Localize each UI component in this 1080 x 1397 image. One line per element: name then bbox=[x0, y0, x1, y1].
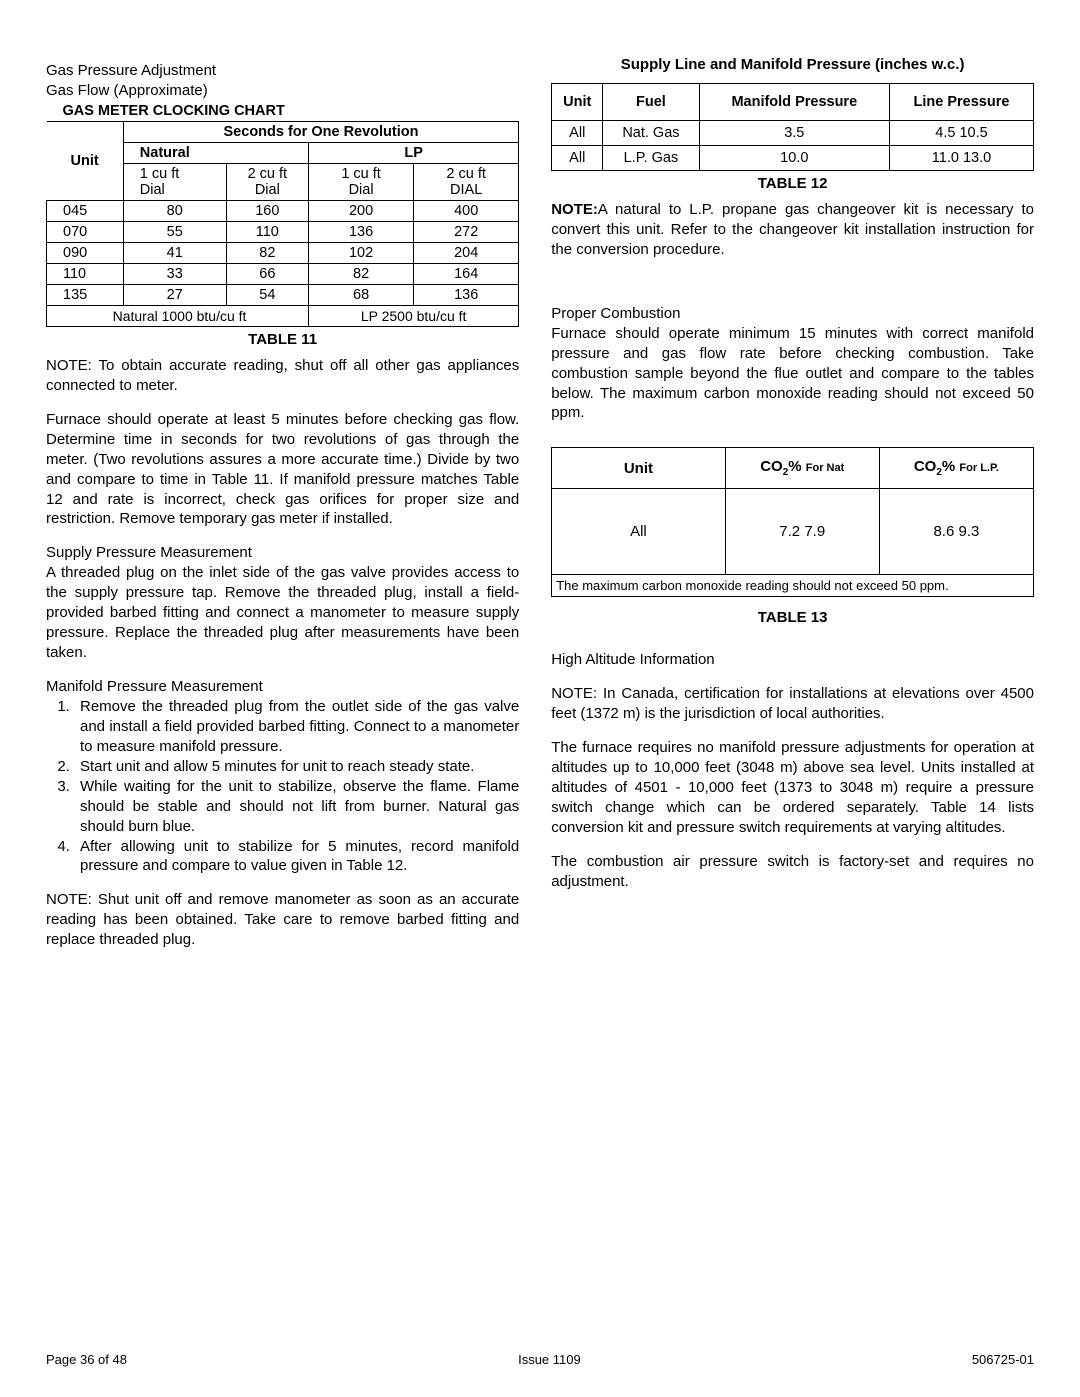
table-cell: 54 bbox=[226, 284, 308, 305]
table-cell: 10.0 bbox=[699, 145, 889, 170]
footer-issue: Issue 1109 bbox=[518, 1352, 581, 1367]
proper-combustion-heading: Proper Combustion bbox=[551, 304, 1034, 324]
supply-pressure-heading: Supply Pressure Measurement bbox=[46, 543, 519, 563]
t12-h1: Fuel bbox=[603, 83, 699, 120]
t11-c3: 1 cu ftDial bbox=[309, 163, 414, 200]
t13-h-unit: Unit bbox=[552, 448, 725, 489]
list-item: After allowing unit to stabilize for 5 m… bbox=[74, 837, 519, 877]
ha-note: NOTE: In Canada, certification for insta… bbox=[551, 684, 1034, 724]
footer-page: Page 36 of 48 bbox=[46, 1352, 127, 1367]
t13-r-unit: All bbox=[552, 489, 725, 575]
table-cell: All bbox=[552, 145, 603, 170]
table-cell: 110 bbox=[47, 263, 124, 284]
note-changeover: NOTE:A natural to L.P. propane gas chang… bbox=[551, 200, 1034, 260]
manifold-steps: Remove the threaded plug from the outlet… bbox=[46, 697, 519, 876]
t13-h-lp: CO2% For L.P. bbox=[879, 448, 1033, 489]
table-cell: 136 bbox=[309, 221, 414, 242]
table-cell: 204 bbox=[414, 242, 519, 263]
ha-para1: The furnace requires no manifold pressur… bbox=[551, 738, 1034, 838]
table-cell: 27 bbox=[123, 284, 226, 305]
high-altitude-heading: High Altitude Information bbox=[551, 650, 1034, 670]
table-cell: 68 bbox=[309, 284, 414, 305]
table-cell: 33 bbox=[123, 263, 226, 284]
table-cell: Nat. Gas bbox=[603, 120, 699, 145]
t11-sec-title: Seconds for One Revolution bbox=[123, 121, 518, 142]
t12-title: Supply Line and Manifold Pressure (inche… bbox=[551, 55, 1034, 75]
page-footer: Page 36 of 48 Issue 1109 506725-01 bbox=[46, 1332, 1034, 1367]
table-cell: 400 bbox=[414, 200, 519, 221]
t12-h3: Line Pressure bbox=[889, 83, 1033, 120]
proper-combustion-para: Furnace should operate minimum 15 minute… bbox=[551, 324, 1034, 424]
table-cell: 3.5 bbox=[699, 120, 889, 145]
t11-c2: 2 cu ftDial bbox=[226, 163, 308, 200]
table-11: GAS METER CLOCKING CHART Unit Seconds fo… bbox=[46, 101, 519, 327]
note-2: NOTE: Shut unit off and remove manometer… bbox=[46, 890, 519, 950]
table-cell: 82 bbox=[226, 242, 308, 263]
table-cell: 160 bbox=[226, 200, 308, 221]
table-12: Unit Fuel Manifold Pressure Line Pressur… bbox=[551, 83, 1034, 171]
table-cell: 045 bbox=[47, 200, 124, 221]
t11-foot-nat: Natural 1000 btu/cu ft bbox=[47, 305, 309, 326]
table-cell: 80 bbox=[123, 200, 226, 221]
table-cell: 4.5 10.5 bbox=[889, 120, 1033, 145]
table-cell: 55 bbox=[123, 221, 226, 242]
manifold-pressure-heading: Manifold Pressure Measurement bbox=[46, 677, 519, 697]
t11-c1: 1 cu ftDial bbox=[123, 163, 226, 200]
list-item: Remove the threaded plug from the outlet… bbox=[74, 697, 519, 757]
note-1: NOTE: To obtain accurate reading, shut o… bbox=[46, 356, 519, 396]
t13-h-nat: CO2% For Nat bbox=[725, 448, 879, 489]
para-operate: Furnace should operate at least 5 minute… bbox=[46, 410, 519, 530]
t11-caption: TABLE 11 bbox=[46, 331, 519, 348]
t12-h0: Unit bbox=[552, 83, 603, 120]
table-cell: 110 bbox=[226, 221, 308, 242]
t13-caption: TABLE 13 bbox=[551, 609, 1034, 626]
table-cell: 272 bbox=[414, 221, 519, 242]
t12-h2: Manifold Pressure bbox=[699, 83, 889, 120]
gas-pressure-heading: Gas Pressure Adjustment bbox=[46, 61, 519, 81]
t11-unit-hdr: Unit bbox=[47, 121, 124, 200]
left-column: Gas Pressure Adjustment Gas Flow (Approx… bbox=[46, 55, 519, 1332]
table-cell: 200 bbox=[309, 200, 414, 221]
table-cell: 164 bbox=[414, 263, 519, 284]
table-cell: 136 bbox=[414, 284, 519, 305]
list-item: Start unit and allow 5 minutes for unit … bbox=[74, 757, 519, 777]
table-cell: 102 bbox=[309, 242, 414, 263]
t13-r-lp: 8.6 9.3 bbox=[879, 489, 1033, 575]
table-cell: All bbox=[552, 120, 603, 145]
t13-r-nat: 7.2 7.9 bbox=[725, 489, 879, 575]
t11-title: GAS METER CLOCKING CHART bbox=[47, 101, 519, 122]
table-13: Unit CO2% For Nat CO2% For L.P. All 7.2 … bbox=[551, 447, 1034, 597]
footer-doc: 506725-01 bbox=[972, 1352, 1034, 1367]
list-item: While waiting for the unit to stabilize,… bbox=[74, 777, 519, 837]
t11-lp-hdr: LP bbox=[309, 142, 519, 163]
table-cell: 070 bbox=[47, 221, 124, 242]
table-cell: 090 bbox=[47, 242, 124, 263]
gas-flow-heading: Gas Flow (Approximate) bbox=[46, 81, 519, 101]
t11-nat-hdr: Natural bbox=[123, 142, 308, 163]
t12-caption: TABLE 12 bbox=[551, 175, 1034, 192]
supply-pressure-para: A threaded plug on the inlet side of the… bbox=[46, 563, 519, 663]
t13-foot: The maximum carbon monoxide reading shou… bbox=[552, 575, 1034, 597]
t11-foot-lp: LP 2500 btu/cu ft bbox=[309, 305, 519, 326]
table-cell: 41 bbox=[123, 242, 226, 263]
t11-c4: 2 cu ftDIAL bbox=[414, 163, 519, 200]
table-cell: 11.0 13.0 bbox=[889, 145, 1033, 170]
right-column: Supply Line and Manifold Pressure (inche… bbox=[551, 55, 1034, 1332]
table-cell: L.P. Gas bbox=[603, 145, 699, 170]
table-cell: 66 bbox=[226, 263, 308, 284]
table-cell: 82 bbox=[309, 263, 414, 284]
table-cell: 135 bbox=[47, 284, 124, 305]
ha-para2: The combustion air pressure switch is fa… bbox=[551, 852, 1034, 892]
